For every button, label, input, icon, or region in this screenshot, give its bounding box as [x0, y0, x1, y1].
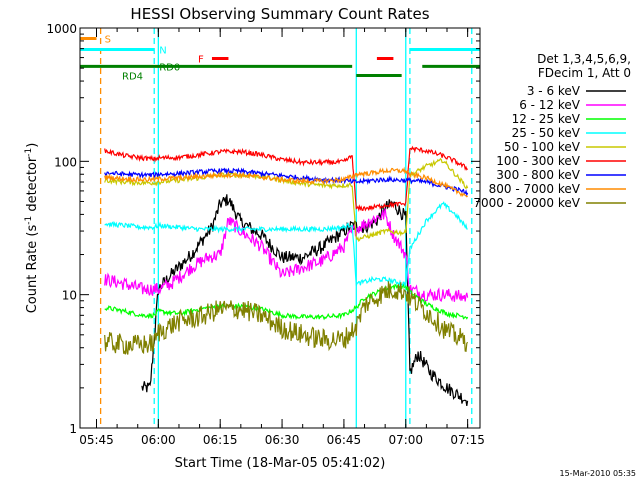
- series-line-2: [104, 208, 469, 303]
- y-axis-label-mid: detector: [25, 156, 40, 216]
- y-tick-label: 1: [69, 422, 77, 436]
- y-tick-label: 10: [62, 289, 77, 303]
- series-line-8: [104, 166, 468, 198]
- flag-label-rd0: RD0: [159, 62, 180, 73]
- legend-entry-label: 12 - 25 keV: [512, 112, 581, 126]
- series-line-7: [104, 167, 469, 197]
- plot-frame: [79, 27, 481, 429]
- y-tick-label: 1000: [46, 22, 77, 36]
- flag-label-f: F: [198, 55, 204, 66]
- x-tick-label: 06:45: [327, 433, 362, 447]
- legend-entry-label: 7000 - 20000 keV: [473, 196, 580, 210]
- x-tick-label: 06:15: [203, 433, 238, 447]
- legend-entry-label: 6 - 12 keV: [519, 98, 581, 112]
- x-tick-label: 07:00: [388, 433, 423, 447]
- flag-label-n: N: [159, 45, 166, 56]
- legend-header-line-2: FDecim 1, Att 0: [538, 66, 631, 80]
- y-axis-label-end: ): [25, 143, 40, 148]
- flag-label-rd4: RD4: [122, 72, 143, 83]
- x-axis-label: Start Time (18-Mar-05 05:41:02): [175, 456, 386, 471]
- legend-entry-label: 25 - 50 keV: [512, 126, 581, 140]
- legend-entry-label: 3 - 6 keV: [527, 84, 581, 98]
- y-tick-label: 100: [54, 155, 77, 169]
- legend-entry-label: 300 - 800 keV: [496, 168, 580, 182]
- flag-label-s: S: [105, 34, 111, 45]
- series-line-1: [141, 194, 469, 406]
- y-axis-label-sup1: -1: [24, 216, 34, 225]
- y-axis-label-main: Count Rate (s: [25, 225, 40, 314]
- footer-timestamp: 15-Mar-2010 05:35: [560, 469, 637, 478]
- y-axis-label-sup2: -1: [24, 148, 34, 157]
- series-line-5: [104, 157, 469, 243]
- series-line-3: [104, 282, 469, 321]
- legend-header-line-1: Det 1,3,4,5,6,9,: [537, 52, 631, 66]
- y-axis-label: Count Rate (s-1 detector-1): [24, 143, 40, 314]
- chart-title: HESSI Observing Summary Count Rates: [130, 5, 429, 23]
- series-line-6: [104, 145, 469, 212]
- legend-entry-label: 100 - 300 keV: [496, 154, 580, 168]
- legend: Det 1,3,4,5,6,9, FDecim 1, Att 0 3 - 6 k…: [473, 52, 631, 210]
- legend-entry-label: 800 - 7000 keV: [489, 182, 581, 196]
- x-tick-label: 06:00: [141, 433, 176, 447]
- x-tick-label: 06:30: [265, 433, 300, 447]
- series-line-9: [104, 281, 469, 355]
- series-line-4: [104, 201, 468, 288]
- x-tick-label: 05:45: [79, 433, 114, 447]
- x-tick-label: 07:15: [450, 433, 485, 447]
- legend-entry-label: 50 - 100 keV: [504, 140, 581, 154]
